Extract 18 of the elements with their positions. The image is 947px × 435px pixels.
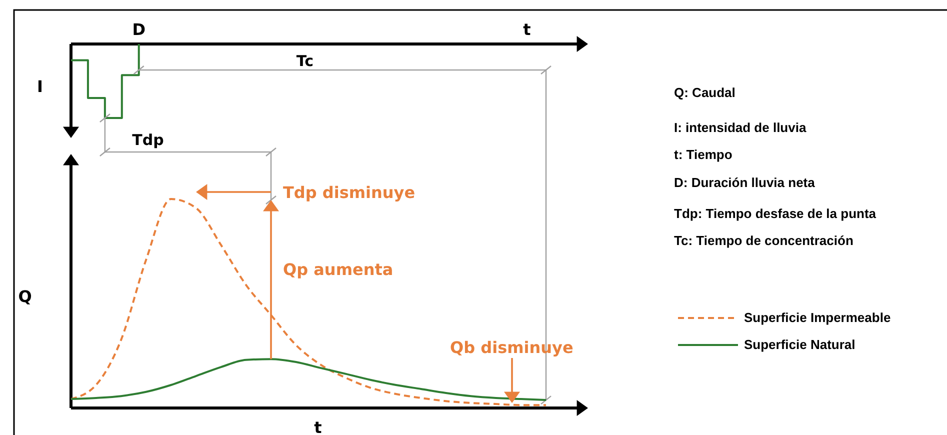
- annotation: Tdp disminuye: [283, 183, 416, 202]
- text: Q: Caudal: [674, 85, 736, 100]
- x-axis-title: t: [523, 20, 532, 39]
- text: Tdp: Tiempo desfase de la punta: [674, 206, 877, 221]
- text: D: Duración lluvia neta: [674, 175, 816, 190]
- text: t: Tiempo: [674, 147, 732, 162]
- legend-label: Superficie Natural: [744, 337, 856, 352]
- text: I: intensidad de lluvia: [674, 120, 807, 135]
- text: Tc: Tiempo de concentración: [674, 233, 854, 248]
- y-axis-title: I: [37, 77, 43, 96]
- text: Tdp: [132, 131, 164, 149]
- annotation: Qp aumenta: [283, 260, 394, 279]
- annotation: Tc: [296, 52, 314, 70]
- legend-label: Superficie Impermeable: [744, 310, 891, 325]
- annotation: Qb disminuye: [450, 338, 574, 357]
- text: D: [132, 20, 146, 39]
- x-axis-title: t: [314, 418, 322, 435]
- y-axis-title: Q: [18, 287, 32, 306]
